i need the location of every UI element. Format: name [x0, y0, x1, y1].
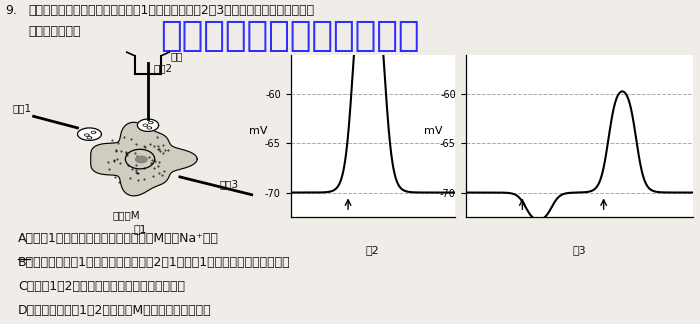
Text: B．与仅刺激轴突1相比，依次刺激轴突2、1，轴突1释放的神经递质可能减少: B．与仅刺激轴突1相比，依次刺激轴突2、1，轴突1释放的神经递质可能减少	[18, 256, 290, 269]
Text: 神经元M: 神经元M	[113, 210, 141, 220]
Text: 电极: 电极	[171, 51, 183, 61]
Text: A．轴突1释放的神经递质可引起神经元M膜上Na⁺内流: A．轴突1释放的神经递质可引起神经元M膜上Na⁺内流	[18, 232, 219, 245]
Y-axis label: mV: mV	[424, 126, 442, 136]
Text: 微信公众号关注：趣找答案: 微信公众号关注：趣找答案	[160, 19, 419, 53]
Y-axis label: mV: mV	[248, 126, 267, 136]
Text: 轴突1: 轴突1	[13, 103, 32, 113]
Polygon shape	[78, 128, 102, 140]
Polygon shape	[137, 119, 159, 132]
Text: D．同时刺激轴突1和2，神经元M膜电位变为外负内正: D．同时刺激轴突1和2，神经元M膜电位变为外负内正	[18, 304, 211, 317]
Text: 图3: 图3	[573, 245, 586, 255]
Polygon shape	[136, 156, 147, 163]
Text: 轴突2: 轴突2	[153, 63, 172, 73]
Text: 列分析错误的是: 列分析错误的是	[28, 25, 80, 38]
Text: C．轴突1、2释放的递质均可改变突触后膜电位: C．轴突1、2释放的递质均可改变突触后膜电位	[18, 280, 185, 293]
Text: 研究突触间作用关系时，进行如图1实验，结果如图2、3（图中刺激强度相同）。下: 研究突触间作用关系时，进行如图1实验，结果如图2、3（图中刺激强度相同）。下	[28, 4, 314, 17]
Text: 轴突3: 轴突3	[220, 179, 239, 190]
Text: 图1: 图1	[133, 224, 147, 234]
Polygon shape	[91, 122, 197, 196]
Text: 9.: 9.	[5, 4, 17, 17]
Text: 图2: 图2	[366, 245, 379, 255]
